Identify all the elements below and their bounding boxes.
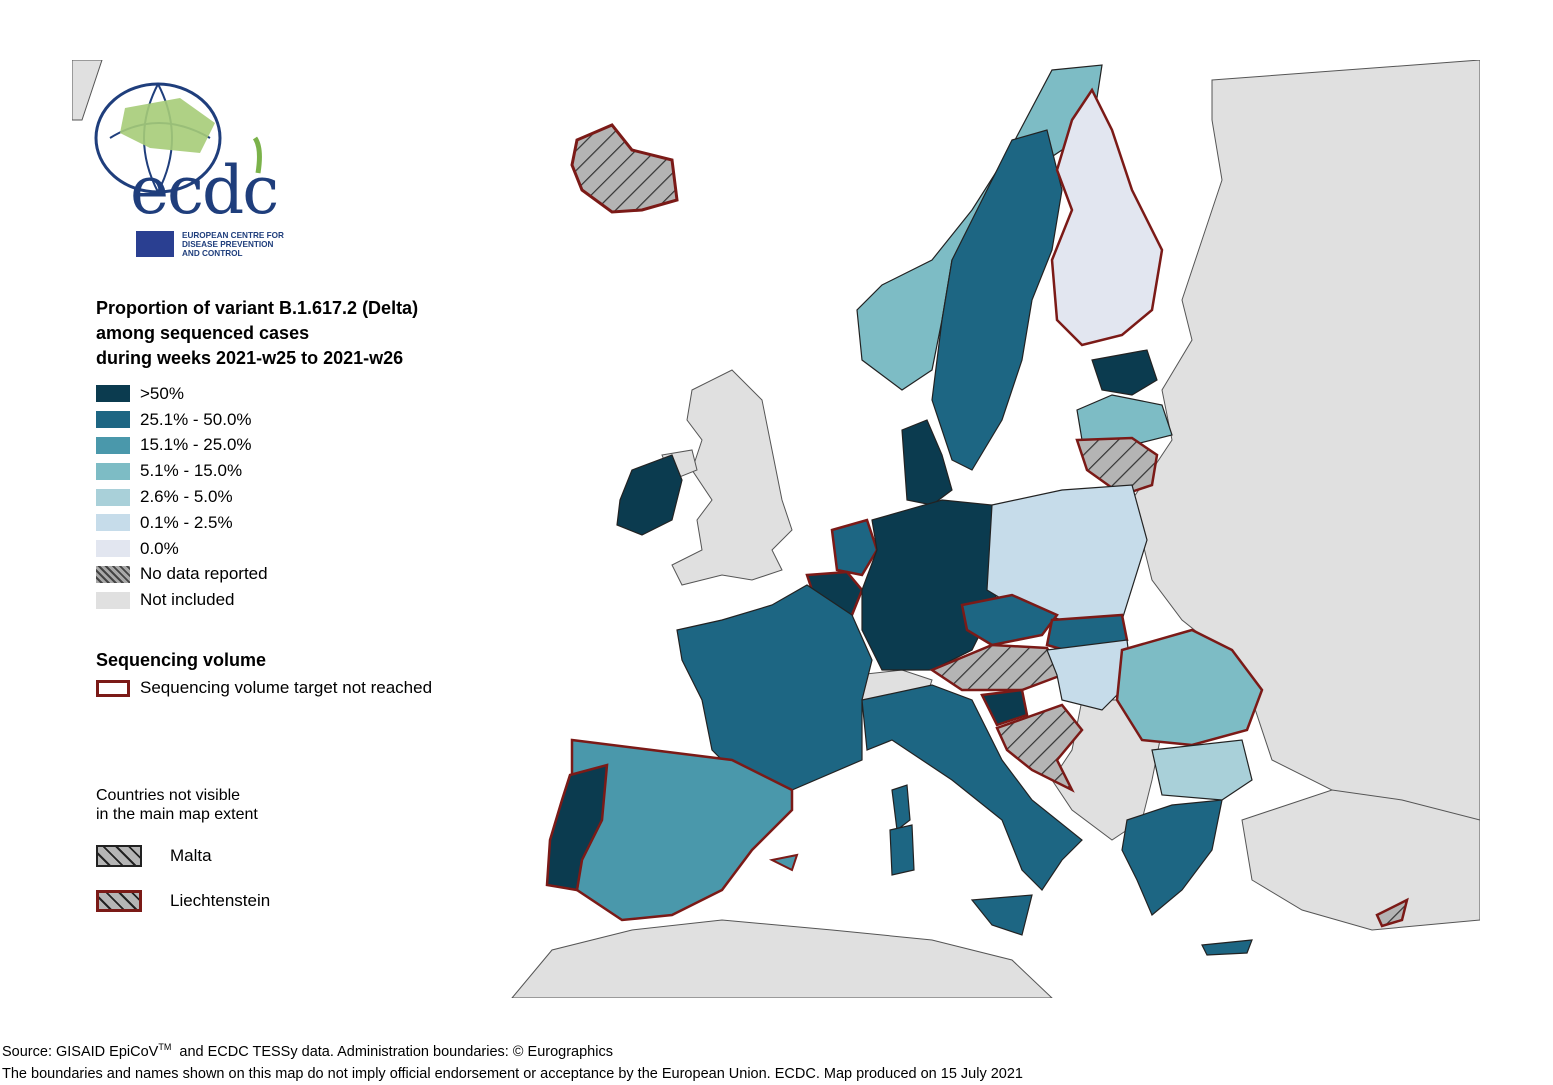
legend-item: 5.1% - 15.0% [96, 458, 516, 484]
country-bulgaria[interactable] [1151, 739, 1253, 801]
legend-swatch [96, 385, 130, 403]
country-netherlands[interactable] [830, 518, 879, 577]
globe-icon [94, 82, 262, 194]
country-germany[interactable] [861, 499, 1003, 671]
greenland-edge [72, 60, 103, 121]
legend-item: 0.0% [96, 536, 516, 562]
ecdc-org-name: EUROPEAN CENTRE FOR DISEASE PREVENTION A… [182, 231, 284, 258]
not-visible-title: Countries not visible in the main map ex… [96, 787, 258, 823]
country-italy[interactable] [861, 684, 1083, 891]
country-finland[interactable] [1050, 87, 1164, 347]
legend-swatch [96, 411, 130, 429]
country-portugal[interactable] [545, 763, 609, 892]
legend-item: >50% [96, 381, 516, 407]
country-cyprus[interactable] [1375, 897, 1409, 928]
legend-item: 25.1% - 50.0% [96, 407, 516, 433]
country-sardinia[interactable] [889, 824, 915, 876]
legend-swatch [96, 845, 142, 867]
country-corsica[interactable] [891, 784, 911, 832]
country-estonia[interactable] [1091, 349, 1158, 396]
not-visible-item-malta: Malta [96, 845, 212, 867]
footer: Source: GISAID EpiCoVTM and ECDC TESSy d… [2, 1036, 1023, 1085]
legend-swatch [96, 488, 130, 506]
not-included-land [72, 60, 1480, 998]
sequencing-legend-item: Sequencing volume target not reached [96, 678, 432, 698]
legend-swatch [96, 540, 130, 558]
ecdc-logo: ecdc EUROPEAN CENTRE FOR DISEASE PREVENT… [90, 78, 310, 268]
eu-flag-icon [136, 231, 174, 257]
legend-title: Proportion of variant B.1.617.2 (Delta) … [96, 298, 419, 368]
legend-swatch [96, 462, 130, 480]
legend-swatch [96, 591, 130, 609]
not-visible-item-liechtenstein: Liechtenstein [96, 890, 270, 912]
legend-swatch [96, 679, 130, 697]
uk-landmass [671, 369, 793, 586]
country-slovenia[interactable] [980, 688, 1029, 727]
legend-item: Not included [96, 587, 516, 613]
country-sicily[interactable] [970, 894, 1033, 936]
country-greece[interactable] [1121, 799, 1223, 916]
turkey [1241, 789, 1480, 931]
country-lithuania[interactable] [1075, 436, 1159, 497]
country-croatia[interactable] [995, 703, 1084, 793]
legend-item: No data reported [96, 562, 516, 588]
variant-legend: Proportion of variant B.1.617.2 (Delta) … [96, 296, 516, 613]
legend-item: 2.6% - 5.0% [96, 484, 516, 510]
eu-countries [545, 64, 1409, 956]
footer-disclaimer: The boundaries and names shown on this m… [2, 1065, 1023, 1082]
country-crete[interactable] [1201, 939, 1253, 956]
ecdc-wordmark: ecdc [130, 152, 279, 229]
country-ireland[interactable] [616, 454, 683, 536]
map-panel [72, 60, 1480, 998]
country-denmark[interactable] [901, 419, 953, 506]
country-iceland[interactable] [570, 123, 679, 214]
europe-map [72, 60, 1480, 998]
legend-item: 0.1% - 2.5% [96, 510, 516, 536]
legend-swatch [96, 565, 130, 583]
country-czechia[interactable] [960, 593, 1059, 647]
legend-swatch [96, 890, 142, 912]
legend-swatch [96, 514, 130, 532]
footer-source: Source: GISAID EpiCoVTM and ECDC TESSy d… [2, 1042, 613, 1060]
north-africa [511, 919, 1053, 998]
country-sweden[interactable] [931, 129, 1063, 471]
country-hungary[interactable] [1046, 639, 1133, 711]
country-balearics[interactable] [768, 853, 799, 872]
country-france[interactable] [676, 584, 873, 791]
legend-swatch [96, 436, 130, 454]
legend-item: 15.1% - 25.0% [96, 433, 516, 459]
sequencing-title: Sequencing volume [96, 650, 267, 670]
country-romania[interactable] [1115, 628, 1264, 747]
